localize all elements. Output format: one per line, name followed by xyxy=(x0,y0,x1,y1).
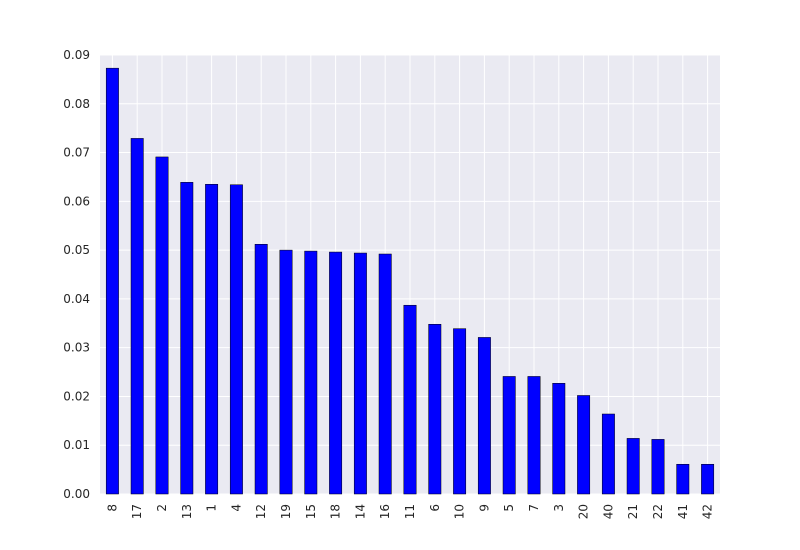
y-tick-label: 0.09 xyxy=(63,48,90,62)
bar-1 xyxy=(205,184,219,495)
x-tick-label: 4 xyxy=(229,504,243,512)
bar-13 xyxy=(180,182,194,495)
bar-15 xyxy=(304,250,318,495)
bar-5 xyxy=(502,376,516,495)
y-tick-label: 0.06 xyxy=(63,194,90,208)
bar-17 xyxy=(130,138,144,495)
x-tick-label: 14 xyxy=(353,504,367,519)
y-tick-label: 0.02 xyxy=(63,389,90,403)
x-tick-label: 16 xyxy=(378,504,392,519)
y-tick-label: 0.07 xyxy=(63,146,90,160)
bar-41 xyxy=(676,463,690,495)
bar-14 xyxy=(353,252,367,495)
bar-6 xyxy=(428,324,442,495)
bar-10 xyxy=(453,328,467,495)
bar-20 xyxy=(577,395,591,495)
x-tick-label: 11 xyxy=(403,504,417,519)
bar-2 xyxy=(155,156,169,495)
x-tick-label: 19 xyxy=(279,504,293,519)
x-tick-label: 15 xyxy=(304,504,318,519)
x-tick-label: 5 xyxy=(502,504,516,512)
x-tick-label: 9 xyxy=(477,504,491,512)
bar-3 xyxy=(552,383,566,495)
x-tick-label: 40 xyxy=(601,504,615,519)
x-tick-label: 7 xyxy=(527,504,541,512)
bars xyxy=(105,67,715,495)
x-tick-label: 42 xyxy=(701,504,715,519)
bar-22 xyxy=(651,439,665,495)
bar-42 xyxy=(701,463,715,495)
y-tick-label: 0.08 xyxy=(63,97,90,111)
y-tick-label: 0.03 xyxy=(63,341,90,355)
bar-12 xyxy=(254,244,268,495)
y-axis-tick-labels: 0.00 0.01 0.02 0.03 0.04 0.05 0.06 0.07 0.08 0.09 xyxy=(63,48,90,501)
x-tick-label: 41 xyxy=(676,504,690,519)
bar-11 xyxy=(403,304,417,495)
x-tick-label: 21 xyxy=(626,504,640,519)
bar-19 xyxy=(279,249,293,495)
x-tick-label: 18 xyxy=(329,504,343,519)
y-tick-label: 0.05 xyxy=(63,243,90,257)
bar-4 xyxy=(229,184,243,495)
bar-8 xyxy=(105,67,119,495)
y-tick-label: 0.04 xyxy=(63,292,90,306)
bar-16 xyxy=(378,253,392,495)
x-tick-label: 10 xyxy=(453,504,467,519)
x-tick-label: 6 xyxy=(428,504,442,512)
bar-40 xyxy=(601,413,615,495)
x-tick-label: 2 xyxy=(155,504,169,512)
bar-18 xyxy=(329,251,343,495)
y-tick-label: 0.00 xyxy=(63,487,90,501)
x-tick-label: 8 xyxy=(105,504,119,512)
x-tick-label: 22 xyxy=(651,504,665,519)
bar-21 xyxy=(626,438,640,495)
x-axis-tick-labels: 8 17 2 13 1 4 12 19 15 18 14 16 11 6 10 9 5 7 3 20 40 21 22 41 4… xyxy=(105,504,714,519)
y-tick-label: 0.01 xyxy=(63,438,90,452)
x-tick-label: 12 xyxy=(254,504,268,519)
x-tick-label: 1 xyxy=(205,504,219,512)
bar-9 xyxy=(477,337,491,495)
x-tick-label: 17 xyxy=(130,504,144,519)
x-tick-label: 20 xyxy=(577,504,591,519)
bar-7 xyxy=(527,376,541,495)
x-tick-label: 3 xyxy=(552,504,566,512)
x-tick-label: 13 xyxy=(180,504,194,519)
